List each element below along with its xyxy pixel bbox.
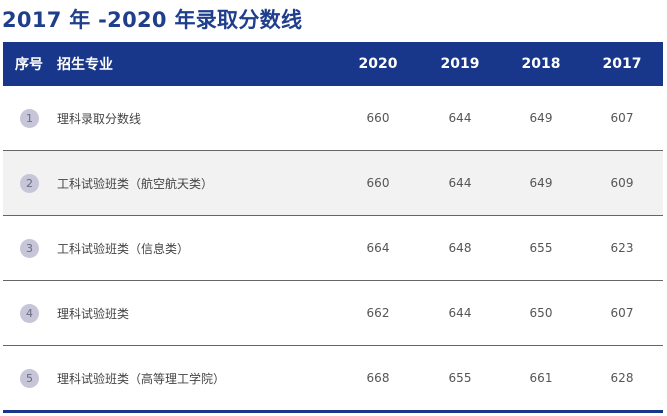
score-cell: 650 xyxy=(529,306,553,320)
row-number-badge: 4 xyxy=(20,303,39,323)
score-cell: 660 xyxy=(366,111,390,125)
header-major: 招生专业 xyxy=(57,57,113,73)
score-cell: 649 xyxy=(529,111,553,125)
admission-score-table: 序号 招生专业 2020 2019 2018 2017 1 理科录取分数线 66… xyxy=(3,42,663,413)
score-cell: 628 xyxy=(610,371,634,385)
score-cell: 664 xyxy=(366,241,390,255)
row-number-badge: 5 xyxy=(20,368,39,388)
header-year-2017: 2017 xyxy=(602,56,642,72)
score-cell: 648 xyxy=(448,241,472,255)
score-cell: 668 xyxy=(366,371,390,385)
row-number-badge: 3 xyxy=(20,238,39,258)
score-cell: 623 xyxy=(610,241,634,255)
row-major-name: 理科录取分数线 xyxy=(57,111,142,126)
header-year-2019: 2019 xyxy=(440,56,480,72)
table-header: 序号 招生专业 2020 2019 2018 2017 xyxy=(3,42,663,86)
score-cell: 644 xyxy=(448,111,472,125)
row-major-name: 理科试验班类 xyxy=(57,306,130,321)
table-row: 5 理科试验班类（高等理工学院） 668 655 661 628 xyxy=(3,345,663,413)
table-row: 4 理科试验班类 662 644 650 607 xyxy=(3,280,663,345)
score-cell: 649 xyxy=(529,176,553,190)
score-cell: 607 xyxy=(610,111,634,125)
row-major-name: 工科试验班类（航空航天类） xyxy=(57,176,214,191)
score-cell: 644 xyxy=(448,176,472,190)
score-cell: 609 xyxy=(610,176,634,190)
score-cell: 662 xyxy=(366,306,390,320)
row-major-name: 理科试验班类（高等理工学院） xyxy=(57,371,226,386)
row-major-name: 工科试验班类（信息类） xyxy=(57,241,190,256)
header-year-2020: 2020 xyxy=(358,56,398,72)
score-cell: 655 xyxy=(529,241,553,255)
row-number-badge: 1 xyxy=(20,108,39,128)
header-seq: 序号 xyxy=(15,57,43,73)
score-cell: 661 xyxy=(529,371,553,385)
score-cell: 655 xyxy=(448,371,472,385)
page-title: 2017 年 -2020 年录取分数线 xyxy=(2,8,303,32)
table-row: 2 工科试验班类（航空航天类） 660 644 649 609 xyxy=(3,150,663,215)
header-year-2018: 2018 xyxy=(521,56,561,72)
score-cell: 607 xyxy=(610,306,634,320)
score-cell: 644 xyxy=(448,306,472,320)
row-number-badge: 2 xyxy=(20,173,39,193)
score-cell: 660 xyxy=(366,176,390,190)
table-row: 1 理科录取分数线 660 644 649 607 xyxy=(3,86,663,150)
table-row: 3 工科试验班类（信息类） 664 648 655 623 xyxy=(3,215,663,280)
